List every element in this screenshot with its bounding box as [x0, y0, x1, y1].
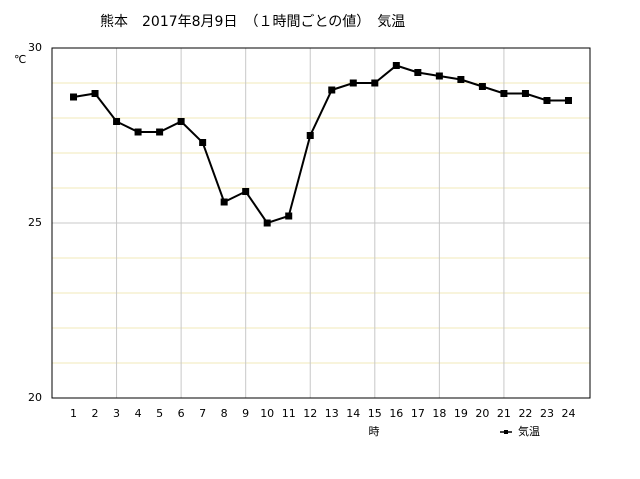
x-tick-label: 13	[325, 407, 339, 420]
data-point	[349, 79, 357, 87]
data-point	[521, 90, 529, 97]
y-tick-label: 25	[28, 216, 42, 229]
data-point	[156, 128, 164, 136]
x-tick-label: 12	[303, 407, 317, 420]
x-tick-label: 15	[368, 407, 382, 420]
x-tick-label: 24	[561, 407, 575, 420]
data-point	[177, 118, 185, 125]
x-tick-label: 16	[389, 407, 403, 420]
data-point	[500, 90, 508, 97]
x-tick-label: 20	[475, 407, 489, 420]
x-tick-label: 9	[242, 407, 249, 420]
x-tick-label: 19	[454, 407, 468, 420]
data-point	[220, 198, 228, 206]
data-point	[564, 97, 572, 104]
x-tick-label: 2	[92, 407, 99, 420]
legend-marker	[504, 430, 508, 434]
data-point	[371, 79, 379, 87]
data-point	[414, 69, 422, 76]
x-tick-label: 22	[518, 407, 532, 420]
data-point	[435, 72, 443, 80]
x-tick-label: 21	[497, 407, 511, 420]
x-axis-label: 時	[369, 425, 380, 438]
data-point	[263, 219, 271, 227]
y-tick-label: 20	[28, 391, 42, 404]
data-point	[285, 212, 293, 220]
x-tick-label: 6	[178, 407, 185, 420]
data-point	[70, 93, 78, 101]
x-tick-label: 23	[540, 407, 554, 420]
data-point	[457, 76, 465, 83]
legend-label: 気温	[518, 424, 540, 438]
data-point	[543, 97, 551, 104]
data-point	[199, 139, 207, 146]
x-tick-label: 5	[156, 407, 163, 420]
y-tick-label: 30	[28, 41, 42, 54]
x-tick-label: 17	[411, 407, 425, 420]
data-point	[328, 86, 336, 94]
x-tick-label: 11	[282, 407, 296, 420]
x-tick-label: 10	[260, 407, 274, 420]
data-point	[113, 118, 121, 125]
x-tick-label: 4	[135, 407, 142, 420]
data-point	[478, 83, 486, 90]
x-tick-label: 3	[113, 407, 120, 420]
x-tick-label: 14	[346, 407, 360, 420]
data-point	[306, 132, 314, 139]
x-tick-label: 8	[221, 407, 228, 420]
data-point	[91, 90, 99, 97]
plot-frame	[51, 47, 591, 399]
series-line	[73, 64, 569, 225]
chart-title: 熊本 2017年8月9日 （１時間ごとの値） 気温	[100, 14, 405, 30]
data-point	[392, 62, 400, 69]
x-tick-label: 1	[70, 407, 77, 420]
data-point	[134, 128, 142, 136]
x-tick-label: 7	[199, 407, 206, 420]
data-point	[242, 188, 250, 195]
y-axis-label: ℃	[14, 53, 26, 66]
x-tick-label: 18	[432, 407, 446, 420]
